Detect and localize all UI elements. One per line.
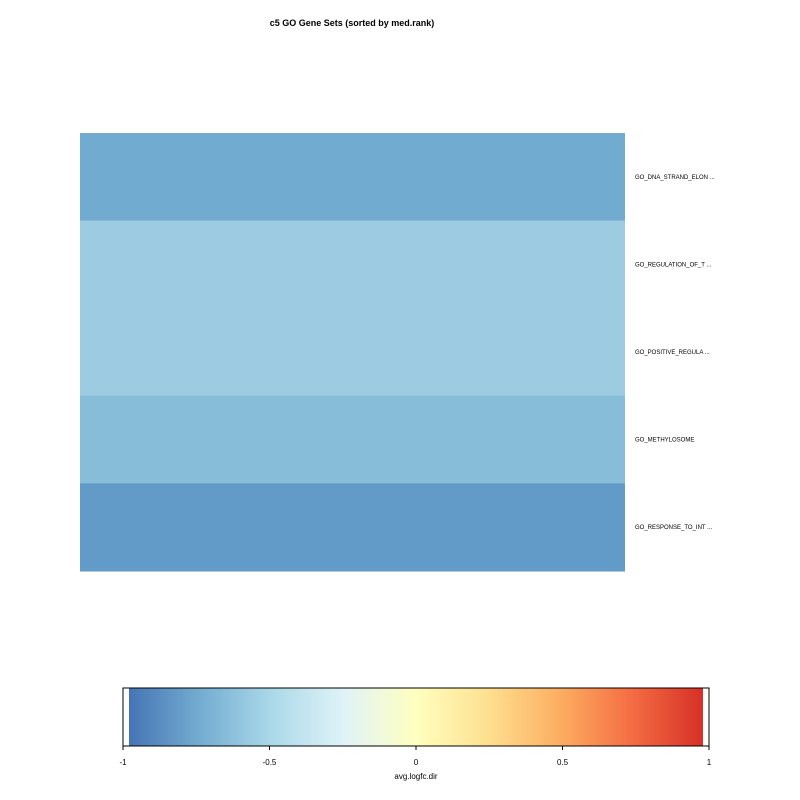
- colorbar-tick-label: 1: [707, 758, 712, 767]
- heatmap-cell: [80, 308, 625, 397]
- colorbar-tick-label: -0.5: [263, 758, 277, 767]
- heatmap-cell: [80, 395, 625, 484]
- heatmap-cell: [80, 133, 625, 222]
- row-labels: GO_DNA_STRAND_ELON ... GO_REGULATION_OF_T…: [635, 175, 715, 531]
- heatmap-cells: [80, 133, 625, 572]
- heatmap-cell: [80, 220, 625, 309]
- row-label: GO_DNA_STRAND_ELON ...: [635, 175, 715, 181]
- chart-title: c5 GO Gene Sets (sorted by med.rank): [270, 18, 435, 28]
- colorbar-tick-label: 0.5: [557, 758, 569, 767]
- colorbar: -1 -0.5 0 0.5 1 avg.logfc.dir: [119, 687, 712, 781]
- colorbar-tick-label: -1: [119, 758, 127, 767]
- colorbar-tick-label: 0: [414, 758, 419, 767]
- row-label: GO_REGULATION_OF_T ...: [635, 262, 712, 268]
- row-label: GO_METHYLOSOME: [635, 438, 694, 444]
- row-label: GO_POSITIVE_REGULA ...: [635, 350, 710, 356]
- row-label: GO_RESPONSE_TO_INT ...: [635, 525, 712, 531]
- colorbar-gradient: [129, 688, 703, 746]
- colorbar-ticks: -1 -0.5 0 0.5 1: [119, 746, 712, 767]
- heatmap-cell: [80, 483, 625, 572]
- colorbar-label: avg.logfc.dir: [394, 772, 437, 781]
